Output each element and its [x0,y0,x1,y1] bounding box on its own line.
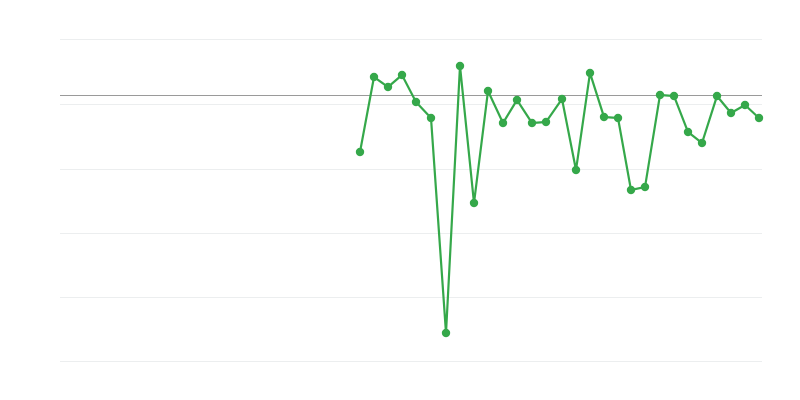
data-point [441,328,451,338]
data-point [712,91,722,101]
data-point [655,90,665,100]
data-point [613,113,623,123]
data-point [640,182,650,192]
data-point [383,82,393,92]
data-point [740,100,750,110]
data-point [426,113,436,123]
data-point [669,91,679,101]
data-point [626,185,636,195]
data-point [455,61,465,71]
data-point [369,72,379,82]
data-point [571,165,581,175]
data-point [469,198,479,208]
data-point [541,117,551,127]
data-point [754,113,764,123]
data-point [498,118,508,128]
data-point [599,112,609,122]
data-point [585,68,595,78]
data-point [512,95,522,105]
data-point [527,118,537,128]
data-point [411,97,421,107]
data-point [726,108,736,118]
data-point [483,86,493,96]
data-point [397,70,407,80]
data-point [697,138,707,148]
data-point [683,127,693,137]
gridlines [60,39,762,362]
data-point [557,94,567,104]
data-point [355,147,365,157]
data-point-markers [355,61,764,338]
